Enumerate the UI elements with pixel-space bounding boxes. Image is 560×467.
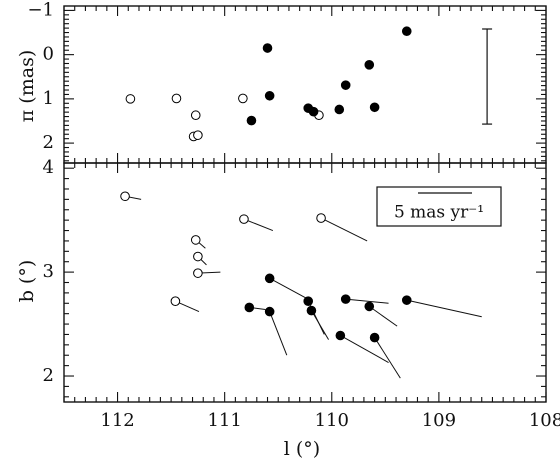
filled-circle-point: [369, 102, 380, 113]
y-tick-label: 1: [43, 88, 54, 109]
open-circle-point: [125, 94, 136, 104]
proper-motion-vector: [340, 335, 389, 363]
open-circle-point: [170, 296, 181, 307]
position-y-axis-label: b (°): [16, 260, 38, 303]
proper-motion-vector: [269, 277, 307, 299]
y-tick-label: 2: [43, 365, 54, 386]
filled-circle-point: [340, 80, 351, 90]
filled-circle-point: [369, 332, 380, 343]
filled-circle-point: [340, 294, 351, 304]
open-circle-point: [190, 110, 201, 121]
proper-motion-vector: [269, 311, 288, 356]
filled-circle-point: [246, 115, 257, 126]
parallax-y-axis-label: π (mas): [16, 50, 38, 122]
open-circle-point: [316, 213, 326, 223]
filled-circle-point: [303, 296, 314, 307]
x-tick-label: 112: [100, 410, 134, 431]
filled-circle-point: [364, 301, 375, 312]
filled-circle-point: [401, 295, 412, 305]
filled-circle-point: [264, 306, 275, 317]
filled-circle-point: [364, 60, 375, 70]
proper-motion-vector: [406, 299, 482, 318]
position-y-tick-labels: 2 3 4: [43, 157, 54, 386]
position-x-tick-labels: 112 111 110 109 108: [100, 410, 560, 431]
y-tick-label: 4: [43, 157, 54, 178]
filled-circle-point: [335, 330, 346, 341]
y-tick-label: −1: [27, 0, 54, 20]
open-circle-point: [193, 130, 203, 140]
parallax-panel-ticks: [63, 6, 547, 163]
parallax-panel-frame: [63, 5, 547, 164]
open-circle-point: [190, 235, 201, 245]
x-tick-label: 108: [529, 410, 560, 431]
proper-motion-vector: [374, 337, 401, 379]
filled-circle-point: [334, 104, 345, 115]
open-circle-point: [193, 251, 203, 262]
parallax-y-tick-labels: −1 0 1 2: [27, 0, 54, 153]
position-x-axis-label: l (°): [284, 438, 320, 460]
filled-circle-point: [264, 90, 275, 101]
filled-circle-point: [308, 106, 319, 117]
parallax-points: [125, 26, 412, 142]
position-panel-ticks: [63, 163, 547, 402]
y-tick-label: 3: [43, 261, 54, 282]
scale-bar-legend: 5 mas yr⁻¹: [376, 186, 502, 227]
proper-motion-vector: [243, 218, 274, 232]
open-circle-point: [239, 214, 249, 224]
y-tick-label: 0: [43, 44, 54, 65]
proper-motion-vector: [368, 305, 398, 327]
filled-circle-point: [262, 43, 273, 53]
filled-circle-point: [401, 26, 412, 37]
position-panel: 2 3 4 112 111 110 109 108 5 mas yr⁻¹ b (°) l (…: [16, 157, 560, 460]
position-points: [120, 191, 412, 343]
parallax-error-bar: [482, 28, 493, 125]
proper-motion-vector: [310, 310, 329, 340]
parallax-panel: −1 0 1 2 π (mas): [16, 0, 547, 164]
open-circle-point: [171, 93, 182, 104]
x-tick-label: 110: [315, 410, 349, 431]
proper-motion-vector: [345, 298, 389, 304]
open-circle-point: [193, 268, 203, 278]
filled-circle-point: [264, 273, 275, 284]
scale-bar-label: 5 mas yr⁻¹: [394, 203, 484, 223]
open-circle-point: [120, 191, 130, 202]
y-tick-label: 2: [43, 132, 54, 153]
x-tick-label: 109: [422, 410, 456, 431]
x-tick-label: 111: [207, 410, 241, 431]
proper-motion-vector: [320, 217, 368, 242]
open-circle-point: [238, 93, 248, 104]
filled-circle-point: [306, 305, 317, 316]
filled-circle-point: [244, 302, 255, 313]
